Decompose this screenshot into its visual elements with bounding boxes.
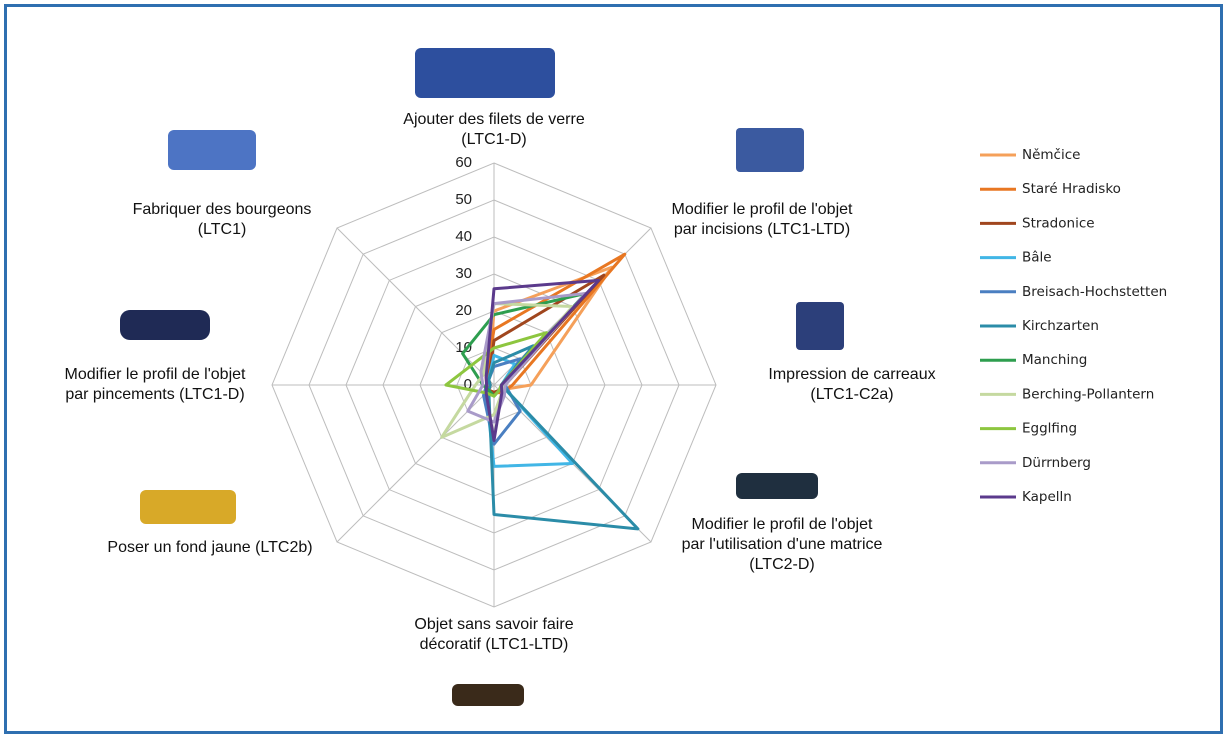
r-tick-label: 0: [464, 376, 472, 393]
legend-label: Dürrnberg: [1022, 455, 1091, 471]
artifact-image: [736, 128, 804, 172]
series-line: [484, 278, 601, 442]
legend-label: Stradonice: [1022, 215, 1095, 231]
artifact-image: [736, 473, 818, 499]
spoke: [336, 227, 495, 386]
r-tick-label: 40: [455, 228, 472, 245]
axis-label: Modifier le profil de l'objet par l'util…: [681, 516, 883, 573]
legend-label: Manching: [1022, 352, 1087, 368]
artifact-image: [168, 130, 256, 170]
artifact-image: [120, 310, 210, 340]
axis-label: Impression de carreaux (LTC1-C2a): [768, 366, 936, 403]
legend-label: Staré Hradisko: [1022, 181, 1121, 197]
artifact-image: [796, 302, 844, 350]
axis-label: Ajouter des filets de verre (LTC1-D): [403, 111, 585, 148]
legend-label: Egglfing: [1022, 421, 1077, 437]
artifact-image: [140, 490, 236, 524]
r-tick-label: 30: [455, 265, 472, 282]
legend-label: Breisach-Hochstetten: [1022, 284, 1167, 300]
axis-label: Fabriquer des bourgeons (LTC1): [132, 201, 312, 238]
axis-label: Objet sans savoir faire décoratif (LTC1-…: [414, 616, 574, 653]
artifact-image: [415, 48, 555, 98]
axis-label: Poser un fond jaune (LTC2b): [107, 539, 313, 556]
legend-label: Berching-Pollantern: [1022, 386, 1154, 402]
series-line: [444, 331, 548, 398]
artifact-images: [120, 48, 844, 706]
axis-label: Modifier le profil de l'objet par incisi…: [671, 201, 853, 238]
legend-label: Kirchzarten: [1022, 318, 1099, 334]
legend-label: Kapelln: [1022, 489, 1072, 505]
r-tick-label: 10: [455, 339, 472, 356]
frame: [4, 4, 1223, 734]
r-tick-label: 20: [455, 302, 472, 319]
r-tick-label: 60: [455, 154, 472, 171]
artifact-image: [452, 684, 524, 706]
axis-label: Modifier le profil de l'objet par pincem…: [64, 366, 246, 403]
r-tick-label: 50: [455, 191, 472, 208]
legend-label: Bâle: [1022, 250, 1052, 266]
legend-label: Němčice: [1022, 147, 1080, 163]
